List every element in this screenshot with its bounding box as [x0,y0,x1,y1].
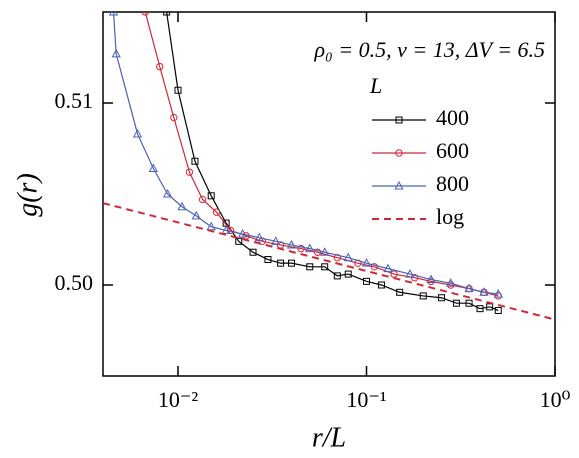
marker [111,48,121,58]
marker [177,201,187,211]
marker [479,287,489,296]
marker [476,305,484,313]
marker [396,288,404,296]
marker [446,278,456,287]
series-line [166,12,499,312]
marker [170,113,178,122]
marker [191,210,201,220]
series-line [144,12,499,297]
marker [363,277,371,285]
marker [464,283,474,293]
marker [185,168,194,176]
marker [419,292,427,300]
marker [494,306,502,314]
marker [452,299,460,307]
marker [221,225,231,234]
y-axis-label: g(r) [12,173,43,217]
marker [426,274,436,284]
x-tick-label: 10⁻¹ [346,387,386,412]
marker [237,228,248,238]
legend-marker [394,180,404,190]
marker [277,259,285,267]
marker [438,294,446,302]
marker [486,303,494,311]
marker [108,12,119,16]
marker [465,299,473,307]
marker [198,195,207,204]
marker [313,248,322,256]
legend-label: log [436,204,464,229]
marker [254,232,264,242]
marker [212,208,221,216]
marker [370,263,379,271]
legend-label: 600 [436,138,469,163]
marker [410,274,419,282]
marker [249,248,257,256]
marker [156,62,164,71]
legend-title: L [369,73,382,98]
marker [343,252,353,262]
x-axis-label: r/L [312,422,346,453]
marker [361,258,372,267]
x-tick-label: 10⁰ [540,387,571,412]
marker [132,128,143,138]
marker [320,247,330,256]
marker [207,192,215,200]
series-line [112,12,499,295]
marker [206,221,216,231]
legend-label: 400 [436,105,469,130]
marker [493,289,503,298]
marker [321,263,329,271]
legend-marker [395,149,403,157]
marker [163,12,171,16]
marker [405,269,415,278]
marker [333,272,341,280]
fit-line [103,202,555,321]
plot-frame [102,11,556,377]
marker [377,281,385,289]
marker [235,237,243,245]
y-tick-label: 0.50 [55,270,94,295]
legend-marker [395,116,403,124]
marker [344,270,352,278]
marker [174,86,182,94]
marker [297,244,305,253]
plot-area [103,12,555,321]
annotation: ρ₀ = 0.5, v = 13, ΔV = 6.5 [314,37,545,62]
marker [141,12,149,16]
marker [287,259,295,267]
y-tick-label: 0.51 [55,88,94,113]
marker [333,254,342,262]
marker [148,163,159,173]
marker [162,188,173,198]
marker [271,236,281,245]
marker [306,263,314,271]
x-tick-label: 10⁻² [158,387,199,412]
legend-label: 800 [436,171,469,196]
marker [286,239,297,249]
marker [264,256,272,264]
marker [305,243,315,253]
marker [191,157,199,165]
marker [383,263,393,273]
